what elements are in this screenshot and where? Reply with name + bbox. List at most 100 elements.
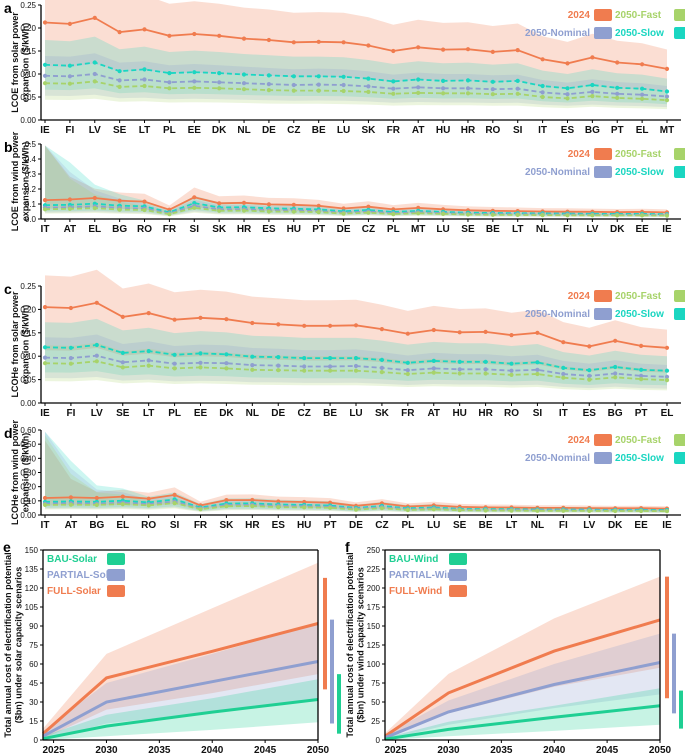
x-tick-label-c: PT bbox=[635, 408, 648, 419]
point-c-2024-DE bbox=[276, 322, 281, 327]
point-d-2050-Fast-HR bbox=[250, 504, 255, 509]
band-d-2050-Fast bbox=[45, 435, 667, 513]
x-tick-label-a: BG bbox=[585, 125, 600, 136]
point-d-2050-Fast-FR bbox=[198, 507, 203, 512]
line-f-BAU-Wind bbox=[384, 704, 661, 741]
point-b-2050-Fast-SI bbox=[192, 205, 197, 210]
point-c-2050-Nominal-SI bbox=[535, 367, 540, 372]
x-tick-label-e: 2040 bbox=[201, 745, 224, 754]
y-tick-label-e: 75 bbox=[29, 641, 38, 650]
x-tick-label-c: DK bbox=[219, 408, 234, 419]
x-tick-label-a: AT bbox=[412, 125, 425, 136]
point-a-2024-DK bbox=[217, 33, 222, 38]
point-c-2050-Slow-LT bbox=[146, 349, 151, 354]
y-axis-label-line: LCOE from wind power bbox=[10, 131, 20, 231]
point-d-2024-HU bbox=[302, 499, 307, 505]
point-d-2050-Fast-LU bbox=[431, 507, 436, 512]
y-tick-label-c: 0.00 bbox=[20, 399, 36, 408]
point-a-2050-Fast-LT bbox=[142, 83, 147, 89]
band-c-2024 bbox=[45, 269, 667, 373]
point-c-2050-Nominal-LU bbox=[353, 363, 359, 369]
x-tick-label-f: 2050 bbox=[649, 745, 672, 754]
x-tick-label-d: LT bbox=[506, 520, 517, 531]
point-c-2050-Slow-BG bbox=[613, 364, 618, 370]
line-e-FULL-Solar bbox=[42, 622, 319, 735]
point-c-2050-Fast-LT bbox=[146, 363, 151, 368]
panel-label-a: a bbox=[4, 0, 12, 16]
point-c-2050-Nominal-RO bbox=[509, 368, 514, 373]
point-a-2024-FI bbox=[67, 21, 72, 26]
point-a-2050-Fast-SI bbox=[515, 91, 520, 96]
x-tick-label-e: 2035 bbox=[148, 745, 171, 754]
point-b-2050-Fast-HR bbox=[241, 208, 247, 213]
point-c-2050-Fast-HR bbox=[483, 371, 488, 376]
point-d-2050-Fast-CZ bbox=[379, 506, 384, 511]
point-c-2050-Fast-DE bbox=[276, 368, 281, 373]
point-a-2024-NL bbox=[241, 36, 247, 41]
axes bbox=[38, 4, 681, 743]
point-d-2050-Fast-HU bbox=[302, 505, 307, 510]
point-a-2024-HR bbox=[465, 47, 471, 52]
point-a-2050-Nominal-FR bbox=[391, 86, 396, 91]
line-f-PARTIAL-Wind bbox=[384, 661, 661, 740]
point-a-2024-IE bbox=[42, 20, 48, 25]
y-axis-label-c: LCOHe from solar powerexpansion ($/kWh) bbox=[10, 291, 30, 398]
y-axis-label-d: LCOHe from wind powerexpansion ($/kWh) bbox=[10, 420, 30, 526]
x-tick-label-e: 2050 bbox=[307, 745, 330, 754]
point-c-2050-Fast-BG bbox=[613, 375, 618, 380]
point-b-2050-Fast-EE bbox=[640, 213, 645, 218]
y-tick-label-a: 0.25 bbox=[20, 1, 36, 10]
point-b-2024-HU bbox=[291, 202, 296, 207]
point-c-2024-ES bbox=[587, 344, 592, 349]
point-d-2050-Fast-LV bbox=[587, 508, 592, 513]
point-c-2050-Fast-SE bbox=[120, 365, 125, 370]
point-d-2024-AT bbox=[68, 495, 73, 500]
point-b-2050-Fast-SE bbox=[465, 212, 471, 217]
x-tick-label-b: LT bbox=[512, 224, 523, 235]
y-axis-label-line: LCOE from solar power bbox=[10, 12, 20, 113]
point-a-2050-Nominal-MT bbox=[664, 94, 670, 99]
point-a-2050-Fast-PT bbox=[615, 95, 620, 100]
x-tick-label-b: HU bbox=[287, 224, 301, 235]
point-c-2050-Slow-EL bbox=[664, 368, 670, 373]
point-a-2050-Fast-LU bbox=[341, 88, 346, 94]
point-c-2024-SI bbox=[535, 330, 540, 335]
point-a-2024-LV bbox=[92, 15, 97, 20]
point-c-2024-RO bbox=[509, 333, 514, 338]
x-tick-label-a: BE bbox=[312, 125, 326, 136]
legend-label-y2024: 2024 bbox=[568, 149, 591, 160]
x-tick-label-c: HU bbox=[452, 408, 466, 419]
x-tick-label-b: EE bbox=[635, 224, 649, 235]
x-tick-label-d: HU bbox=[297, 520, 311, 531]
point-a-2050-Slow-SE bbox=[117, 69, 122, 74]
point-b-2050-Fast-IT bbox=[42, 207, 48, 212]
point-a-2050-Slow-DE bbox=[266, 73, 271, 78]
point-c-2050-Slow-EE bbox=[198, 351, 203, 356]
legend-swatch-nominal bbox=[594, 308, 612, 320]
point-a-2024-LT bbox=[142, 27, 147, 32]
point-c-2050-Nominal-AT bbox=[431, 366, 436, 371]
point-b-2050-Fast-SK bbox=[217, 208, 222, 213]
y-tick-label-b: 0.0 bbox=[25, 215, 37, 224]
point-a-2050-Fast-BG bbox=[590, 94, 595, 99]
point-a-2050-Fast-BE bbox=[316, 88, 321, 93]
legend-label-nominal: 2050-Nominal bbox=[525, 309, 590, 320]
x-tick-label-b: MT bbox=[411, 224, 425, 235]
x-tick-label-a: SI bbox=[513, 125, 523, 136]
x-tick-label-d: NL bbox=[531, 520, 544, 531]
point-b-2024-CZ bbox=[366, 204, 371, 209]
band-e-FULL-Solar bbox=[43, 562, 318, 739]
x-tick-label-c: HR bbox=[478, 408, 493, 419]
point-c-2024-CZ bbox=[302, 323, 307, 328]
point-a-2050-Fast-EE bbox=[192, 85, 197, 90]
x-tick-label-a: LV bbox=[89, 125, 101, 136]
x-tick-label-c: BG bbox=[608, 408, 623, 419]
legend-label-fast: 2050-Fast bbox=[615, 149, 662, 160]
legend-label-nominal: 2050-Nominal bbox=[525, 453, 590, 464]
point-c-2024-EE bbox=[198, 315, 203, 320]
legend-swatch-nominal bbox=[594, 166, 612, 178]
point-a-2050-Slow-NL bbox=[241, 72, 247, 77]
x-tick-label-d: IT bbox=[41, 520, 50, 531]
x-tick-label-d: DE bbox=[349, 520, 363, 531]
